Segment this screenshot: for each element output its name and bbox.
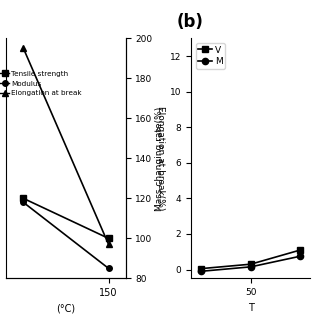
- Y-axis label: Mass changing rate(%): Mass changing rate(%): [156, 106, 164, 211]
- V: [249, 262, 253, 266]
- M: [299, 254, 302, 258]
- V: [199, 267, 203, 270]
- Line: M: M: [198, 253, 304, 275]
- M: [249, 265, 253, 269]
- X-axis label: T: T: [248, 303, 254, 313]
- V: [299, 248, 302, 252]
- Line: V: V: [198, 247, 304, 272]
- Legend: Tensile strength, Modulus, Elongation at break: Tensile strength, Modulus, Elongation at…: [0, 71, 82, 96]
- Text: (b): (b): [177, 13, 204, 31]
- X-axis label: (°C): (°C): [56, 304, 76, 314]
- M: [199, 269, 203, 273]
- Y-axis label: Elongation at break(%): Elongation at break(%): [156, 106, 165, 211]
- Legend: V, M: V, M: [196, 43, 225, 69]
